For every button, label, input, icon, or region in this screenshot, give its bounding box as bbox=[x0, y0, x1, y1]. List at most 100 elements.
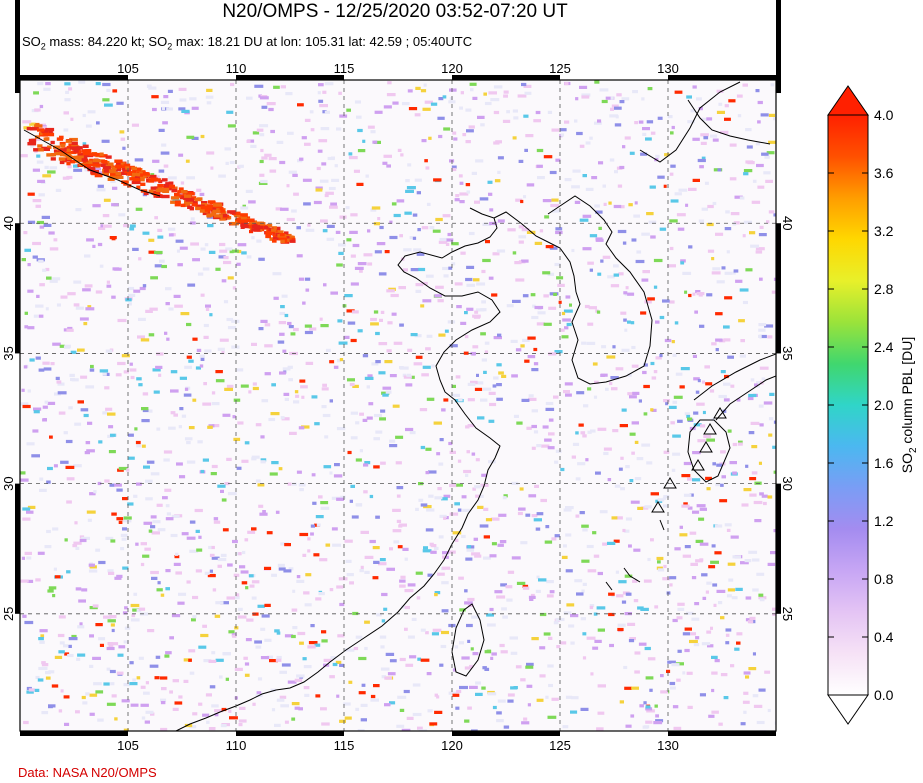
so2-pixel bbox=[648, 220, 657, 224]
plume-pixel bbox=[241, 221, 248, 225]
so2-pixel bbox=[24, 311, 28, 315]
so2-pixel bbox=[621, 348, 630, 352]
so2-pixel bbox=[677, 607, 685, 611]
so2-pixel bbox=[188, 725, 197, 729]
so2-pixel bbox=[396, 199, 405, 203]
so2-pixel bbox=[695, 559, 703, 563]
so2-pixel bbox=[338, 91, 342, 95]
so2-pixel bbox=[164, 331, 168, 335]
so2-pixel bbox=[288, 325, 294, 329]
so2-pixel bbox=[582, 434, 587, 438]
so2-pixel bbox=[466, 307, 474, 311]
so2-pixel bbox=[340, 495, 346, 499]
so2-pixel bbox=[32, 255, 38, 259]
so2-pixel bbox=[195, 569, 202, 573]
so2-pixel bbox=[754, 481, 762, 485]
so2-pixel bbox=[701, 642, 711, 646]
so2-pixel bbox=[689, 639, 698, 644]
so2-pixel bbox=[35, 356, 41, 360]
plume-pixel bbox=[282, 239, 288, 244]
so2-pixel bbox=[156, 588, 163, 592]
so2-pixel bbox=[145, 681, 149, 685]
so2-pixel bbox=[243, 656, 248, 660]
so2-pixel bbox=[197, 440, 203, 444]
so2-pixel bbox=[443, 555, 449, 559]
so2-pixel bbox=[574, 200, 581, 204]
so2-pixel bbox=[104, 386, 110, 390]
so2-pixel bbox=[518, 225, 524, 229]
so2-pixel bbox=[44, 165, 49, 169]
so2-pixel bbox=[486, 613, 494, 617]
so2-pixel bbox=[443, 398, 449, 402]
so2-pixel bbox=[646, 461, 653, 465]
so2-pixel bbox=[465, 473, 469, 477]
so2-pixel bbox=[229, 716, 238, 720]
so2-pixel bbox=[750, 421, 760, 425]
so2-pixel bbox=[42, 418, 47, 422]
so2-pixel bbox=[416, 596, 421, 600]
so2-pixel bbox=[262, 510, 266, 514]
so2-pixel bbox=[562, 725, 569, 729]
so2-pixel bbox=[547, 272, 555, 276]
so2-pixel bbox=[667, 264, 676, 268]
so2-pixel bbox=[148, 409, 153, 413]
so2-pixel bbox=[475, 681, 481, 685]
lon-tick-label: 120 bbox=[441, 738, 463, 753]
so2-pixel bbox=[218, 174, 226, 178]
so2-pixel bbox=[260, 460, 266, 464]
so2-pixel-field bbox=[20, 80, 776, 731]
so2-pixel bbox=[770, 551, 776, 555]
so2-pixel bbox=[527, 703, 531, 707]
so2-pixel bbox=[349, 499, 353, 503]
so2-pixel bbox=[645, 705, 651, 709]
so2-pixel bbox=[402, 268, 408, 272]
plume-pixel bbox=[175, 200, 181, 204]
so2-pixel bbox=[759, 598, 765, 602]
so2-pixel bbox=[261, 105, 268, 109]
so2-pixel bbox=[636, 250, 642, 254]
so2-pixel bbox=[77, 348, 85, 352]
so2-pixel bbox=[582, 632, 587, 636]
so2-pixel bbox=[743, 220, 752, 224]
so2-pixel bbox=[621, 97, 630, 101]
so2-pixel bbox=[438, 333, 446, 337]
so2-pixel bbox=[483, 507, 489, 511]
so2-pixel bbox=[396, 486, 404, 490]
so2-pixel bbox=[447, 232, 452, 237]
so2-pixel bbox=[370, 694, 376, 699]
so2-pixel bbox=[711, 710, 719, 714]
so2-pixel bbox=[209, 553, 215, 557]
plume-pixel bbox=[35, 122, 40, 127]
so2-pixel bbox=[232, 286, 237, 290]
so2-pixel bbox=[172, 679, 179, 683]
plume-pixel bbox=[38, 148, 44, 152]
so2-pixel bbox=[357, 149, 366, 153]
so2-pixel bbox=[672, 452, 681, 456]
so2-pixel bbox=[129, 227, 135, 231]
so2-pixel bbox=[470, 88, 474, 92]
so2-pixel bbox=[184, 723, 193, 728]
so2-pixel bbox=[189, 97, 197, 101]
so2-pixel bbox=[315, 188, 323, 192]
frame-scale-bars bbox=[15, 0, 781, 736]
so2-pixel bbox=[482, 222, 491, 226]
so2-pixel bbox=[614, 484, 621, 488]
so2-pixel bbox=[150, 173, 155, 177]
so2-pixel bbox=[577, 462, 586, 466]
so2-pixel bbox=[348, 152, 353, 156]
so2-pixel bbox=[209, 685, 216, 689]
so2-pixel bbox=[362, 354, 369, 358]
so2-pixel bbox=[373, 560, 380, 564]
so2-pixel bbox=[727, 562, 736, 566]
so2-pixel bbox=[96, 121, 100, 125]
so2-pixel bbox=[375, 331, 380, 336]
so2-pixel bbox=[297, 103, 304, 107]
so2-pixel bbox=[209, 569, 213, 573]
so2-pixel bbox=[729, 461, 737, 465]
plume-pixel bbox=[123, 182, 128, 186]
so2-pixel bbox=[596, 310, 601, 314]
so2-pixel bbox=[425, 347, 431, 351]
so2-pixel bbox=[317, 149, 323, 153]
so2-pixel bbox=[70, 350, 77, 354]
so2-pixel bbox=[372, 576, 379, 580]
